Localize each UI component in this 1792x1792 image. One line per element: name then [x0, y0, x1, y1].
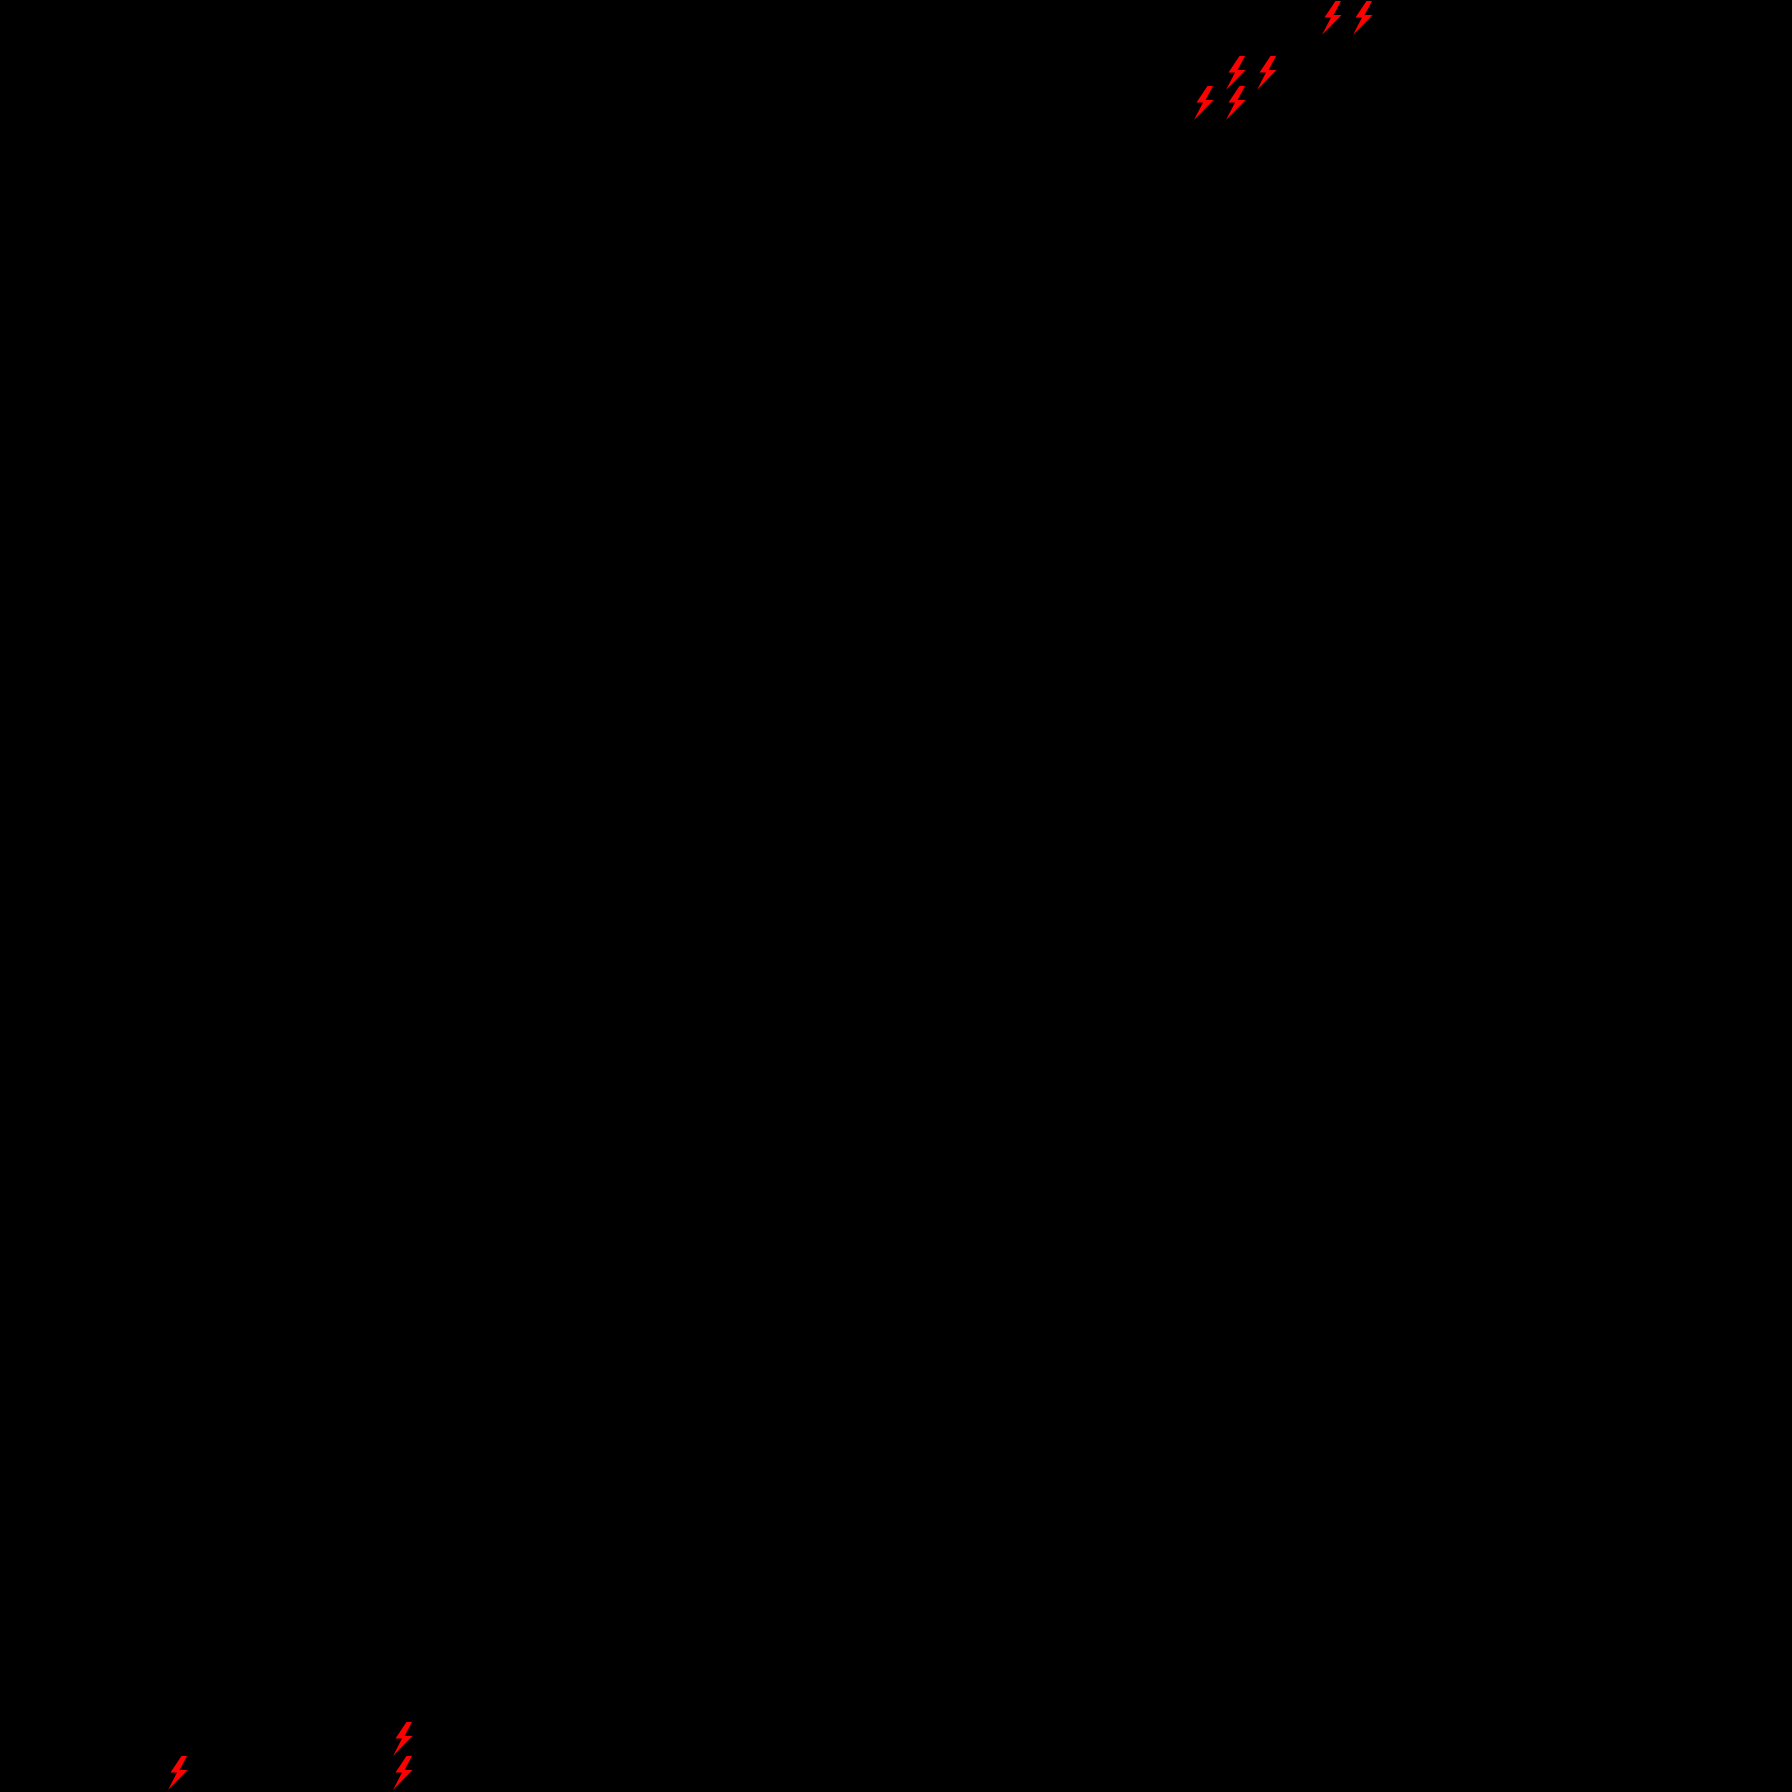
- lightning-bolt-icon: [166, 1756, 192, 1790]
- lightning-bolt-icon: [1224, 86, 1250, 120]
- lightning-bolt-icon: [1224, 56, 1250, 90]
- lightning-bolt-icon: [391, 1722, 417, 1756]
- lightning-bolt-icon: [1351, 1, 1377, 35]
- lightning-bolt-icon: [1320, 1, 1346, 35]
- lightning-bolt-icon: [1255, 56, 1281, 90]
- lightning-bolt-icon: [1192, 86, 1218, 120]
- lightning-bolt-icon: [391, 1756, 417, 1790]
